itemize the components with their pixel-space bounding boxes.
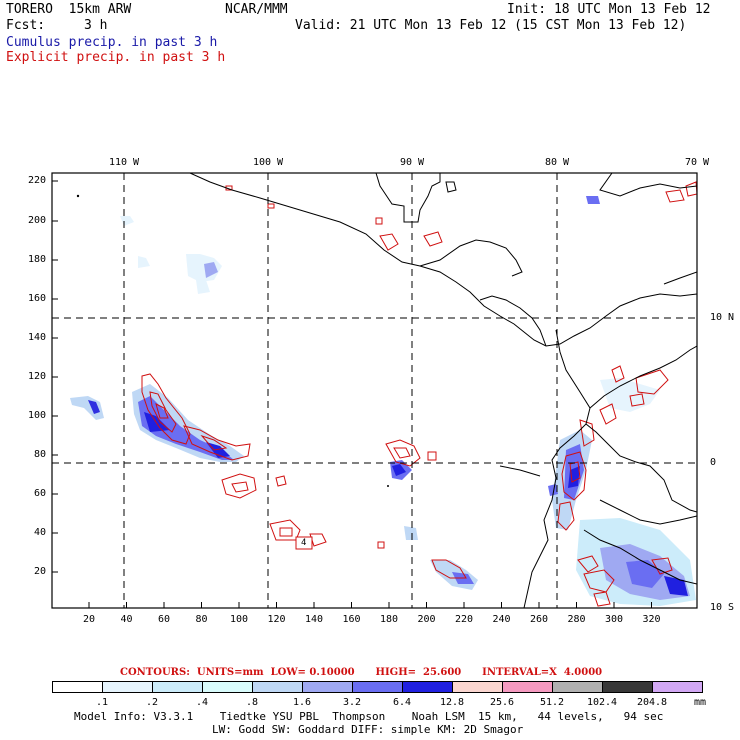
x-tick-label: 80: [195, 614, 208, 625]
x-tick-label: 40: [120, 614, 133, 625]
colorbar-label: 12.8: [439, 697, 465, 708]
explicit-precip-legend: Explicit precip. in past 3 h: [6, 50, 226, 65]
colorbar-swatch: [552, 681, 603, 693]
colorbar-swatch: [52, 681, 103, 693]
valid-time: Valid: 21 UTC Mon 13 Feb 12 (15 CST Mon …: [295, 18, 687, 33]
x-tick-label: 240: [492, 614, 511, 625]
y-tick-label: 20: [33, 566, 46, 577]
lat-lon-grid: [52, 173, 697, 608]
x-tick-label: 60: [157, 614, 171, 625]
lon-label: 80 W: [544, 157, 570, 168]
x-tick-label: 140: [304, 614, 324, 625]
colorbar-swatch: [352, 681, 403, 693]
colorbar-swatch: [402, 681, 453, 693]
x-tick-label: 200: [417, 614, 436, 625]
cumulus-precip-legend: Cumulus precip. in past 3 h: [6, 35, 218, 50]
y-axis-ticks: [52, 180, 58, 573]
lat-label: 10 N: [710, 312, 735, 323]
x-tick-label: 300: [604, 614, 624, 625]
lon-label: 100 W: [252, 157, 284, 168]
model-info-line1: Model Info: V3.3.1 Tiedtke YSU PBL Thomp…: [74, 710, 664, 723]
y-tick-label: 160: [27, 293, 46, 304]
x-tick-label: 100: [229, 614, 249, 625]
contour-max-marker-label: 4: [301, 538, 307, 548]
forecast-label: Fcst:: [6, 18, 46, 33]
y-tick-label: 80: [33, 449, 46, 460]
colorbar-label: .1: [95, 697, 109, 708]
x-axis-ticks: [88, 602, 652, 608]
lon-label: 70 W: [684, 157, 710, 168]
colorbar-swatch: [652, 681, 703, 693]
y-tick-label: 200: [27, 215, 46, 226]
explicit-precip-contours: [141, 181, 697, 607]
x-tick-label: 20: [82, 614, 96, 625]
colorbar-label: .4: [195, 697, 209, 708]
lat-label: 0: [710, 457, 717, 468]
y-tick-label: 60: [33, 488, 46, 499]
forecast-value: 3 h: [84, 18, 108, 33]
y-tick-label: 140: [27, 332, 46, 343]
lon-label: 90 W: [399, 157, 425, 168]
y-tick-label: 220: [27, 175, 46, 186]
colorbar-label: 204.8: [636, 697, 668, 708]
x-tick-label: 280: [567, 614, 586, 625]
contour-max-marker: [295, 536, 313, 550]
colorbar-swatch: [102, 681, 153, 693]
colorbar-swatch: [152, 681, 203, 693]
contours-info: CONTOURS: UNITS=mm LOW= 0.10000 HIGH= 25…: [120, 667, 603, 678]
colorbar-swatch: [452, 681, 503, 693]
map-frame: [51, 172, 698, 609]
colorbar-label: 6.4: [392, 697, 412, 708]
lat-label: 10 S: [710, 602, 735, 613]
x-tick-label: 260: [529, 614, 549, 625]
lon-label: 110 W: [108, 157, 140, 168]
y-tick-label: 180: [27, 254, 46, 265]
y-tick-label: 40: [33, 527, 46, 538]
x-tick-label: 180: [379, 614, 399, 625]
coastlines: [189, 173, 697, 608]
x-tick-label: 220: [454, 614, 474, 625]
colorbar-swatch: [502, 681, 553, 693]
colorbar-label: .2: [145, 697, 159, 708]
y-tick-label: 100: [27, 410, 46, 421]
x-tick-label: 120: [267, 614, 286, 625]
init-time: Init: 18 UTC Mon 13 Feb 12: [507, 2, 711, 17]
colorbar-swatch: [202, 681, 253, 693]
x-tick-label: 160: [342, 614, 361, 625]
x-tick-label: 320: [642, 614, 661, 625]
colorbar-label: 1.6: [292, 697, 312, 708]
colorbar-swatch: [252, 681, 303, 693]
colorbar-label: .8: [245, 697, 259, 708]
colorbar-label: 3.2: [342, 697, 362, 708]
model-info-line2: LW: Godd SW: Goddard DIFF: simple KM: 2D…: [212, 723, 524, 736]
y-tick-label: 120: [27, 371, 46, 382]
model-title: TORERO 15km ARW: [6, 2, 132, 17]
colorbar-label: 51.2: [539, 697, 565, 708]
colorbar-label: 102.4: [586, 697, 618, 708]
colorbar-units: mm: [694, 697, 707, 708]
colorbar-swatch: [602, 681, 653, 693]
organization: NCAR/MMM: [225, 2, 288, 17]
colorbar-swatch: [302, 681, 353, 693]
colorbar-label: 25.6: [489, 697, 515, 708]
